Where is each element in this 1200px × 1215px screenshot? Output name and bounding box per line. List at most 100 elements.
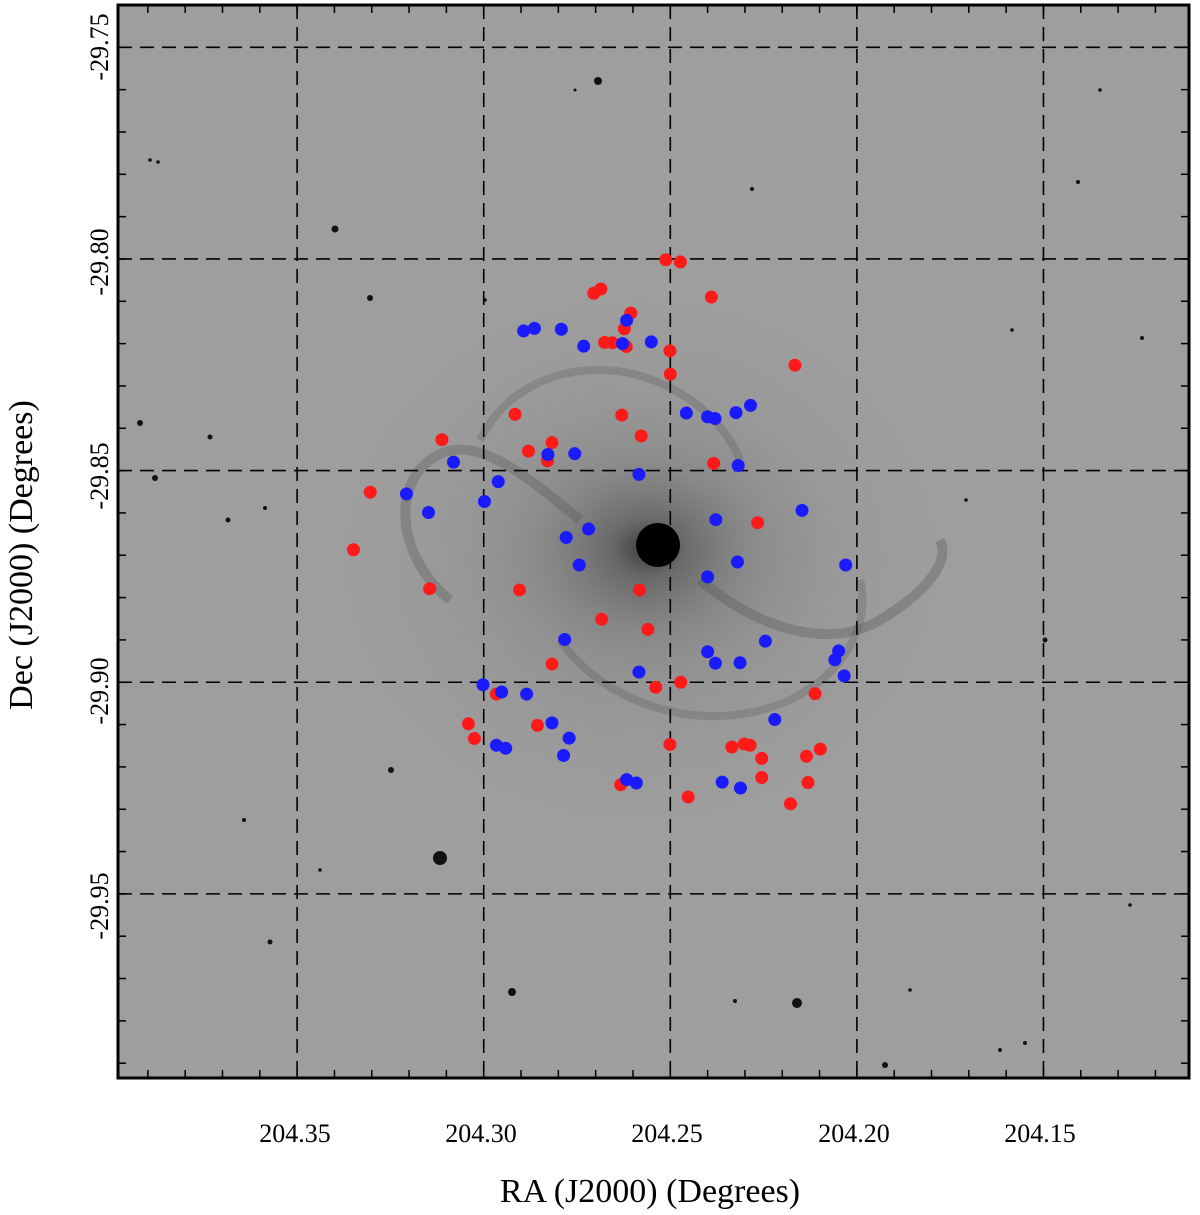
blue-point-5 bbox=[645, 335, 658, 348]
red-point-36 bbox=[531, 719, 544, 732]
y-tick-label-2: -29.80 bbox=[85, 228, 114, 295]
y-tick-label-5: -29.95 bbox=[85, 872, 114, 939]
red-point-18 bbox=[545, 436, 558, 449]
blue-point-25 bbox=[560, 531, 573, 544]
red-point-21 bbox=[707, 457, 720, 470]
blue-point-3 bbox=[528, 322, 541, 335]
blue-point-21 bbox=[422, 506, 435, 519]
red-point-15 bbox=[615, 409, 628, 422]
blue-point-30 bbox=[558, 633, 571, 646]
red-point-41 bbox=[744, 739, 757, 752]
red-point-37 bbox=[468, 732, 481, 745]
blue-point-42 bbox=[545, 716, 558, 729]
red-point-31 bbox=[674, 676, 687, 689]
blue-point-15 bbox=[447, 456, 460, 469]
blue-point-23 bbox=[709, 513, 722, 526]
blue-point-39 bbox=[476, 678, 489, 691]
blue-point-19 bbox=[400, 487, 413, 500]
x-tick-label-4: 204.20 bbox=[818, 1119, 890, 1148]
red-point-34 bbox=[809, 687, 822, 700]
blue-point-8 bbox=[680, 407, 693, 420]
blue-point-18 bbox=[492, 475, 505, 488]
blue-point-7 bbox=[577, 340, 590, 353]
red-point-42 bbox=[814, 743, 827, 756]
blue-point-45 bbox=[499, 742, 512, 755]
red-point-23 bbox=[751, 516, 764, 529]
red-point-49 bbox=[784, 797, 797, 810]
blue-point-49 bbox=[630, 776, 643, 789]
y-axis-title: Dec (J2000) (Degrees) bbox=[3, 400, 40, 710]
red-point-17 bbox=[435, 433, 448, 446]
blue-point-46 bbox=[557, 749, 570, 762]
blue-point-41 bbox=[520, 688, 533, 701]
blue-point-38 bbox=[838, 669, 851, 682]
blue-point-32 bbox=[701, 645, 714, 658]
y-tick-label-1: -29.75 bbox=[85, 13, 114, 80]
red-point-12 bbox=[788, 359, 801, 372]
red-point-16 bbox=[635, 429, 648, 442]
red-point-24 bbox=[347, 543, 360, 556]
red-point-1 bbox=[659, 253, 672, 266]
red-point-14 bbox=[509, 408, 522, 421]
blue-point-10 bbox=[709, 412, 722, 425]
x-tick-label-1: 204.35 bbox=[259, 1119, 331, 1148]
blue-point-50 bbox=[716, 776, 729, 789]
red-point-22 bbox=[364, 486, 377, 499]
red-point-45 bbox=[755, 771, 768, 784]
blue-point-36 bbox=[734, 656, 747, 669]
x-tick-label-3: 204.25 bbox=[631, 1119, 703, 1148]
blue-point-26 bbox=[731, 556, 744, 569]
blue-point-34 bbox=[828, 653, 841, 666]
blue-point-14 bbox=[568, 447, 581, 460]
galaxy-image bbox=[300, 260, 980, 860]
blue-point-29 bbox=[701, 570, 714, 583]
x-tick-label-5: 204.15 bbox=[1004, 1119, 1076, 1148]
red-point-30 bbox=[545, 658, 558, 671]
blue-point-12 bbox=[744, 399, 757, 412]
blue-point-24 bbox=[582, 523, 595, 536]
blue-point-27 bbox=[573, 558, 586, 571]
red-point-27 bbox=[633, 583, 646, 596]
blue-point-37 bbox=[632, 666, 645, 679]
red-point-11 bbox=[663, 344, 676, 357]
blue-point-6 bbox=[616, 337, 629, 350]
blue-point-4 bbox=[555, 323, 568, 336]
blue-point-31 bbox=[759, 635, 772, 648]
blue-point-47 bbox=[768, 713, 781, 726]
red-point-29 bbox=[641, 623, 654, 636]
red-point-25 bbox=[423, 582, 436, 595]
red-point-5 bbox=[705, 291, 718, 304]
red-point-32 bbox=[649, 681, 662, 694]
blue-point-51 bbox=[734, 782, 747, 795]
blue-point-43 bbox=[563, 732, 576, 745]
red-point-44 bbox=[755, 752, 768, 765]
red-point-13 bbox=[664, 368, 677, 381]
red-point-28 bbox=[595, 613, 608, 626]
y-tick-label-3: -29.85 bbox=[85, 442, 114, 509]
red-point-26 bbox=[513, 583, 526, 596]
blue-point-17 bbox=[632, 468, 645, 481]
blue-point-1 bbox=[620, 314, 633, 327]
red-point-2 bbox=[674, 255, 687, 268]
blue-point-22 bbox=[796, 504, 809, 517]
x-axis-title: RA (J2000) (Degrees) bbox=[500, 1173, 800, 1210]
red-point-43 bbox=[800, 750, 813, 763]
red-point-46 bbox=[801, 776, 814, 789]
blue-point-13 bbox=[541, 448, 554, 461]
red-point-38 bbox=[663, 738, 676, 751]
blue-point-20 bbox=[478, 495, 491, 508]
blue-point-35 bbox=[709, 657, 722, 670]
y-tick-label-4: -29.90 bbox=[85, 657, 114, 724]
blue-point-40 bbox=[495, 685, 508, 698]
blue-point-11 bbox=[729, 406, 742, 419]
red-point-19 bbox=[522, 445, 535, 458]
x-tick-label-2: 204.30 bbox=[445, 1119, 517, 1148]
red-point-40 bbox=[725, 740, 738, 753]
blue-point-16 bbox=[732, 459, 745, 472]
blue-point-28 bbox=[839, 558, 852, 571]
red-point-48 bbox=[682, 790, 695, 803]
red-point-35 bbox=[462, 717, 475, 730]
blue-point-2 bbox=[517, 324, 530, 337]
red-point-4 bbox=[594, 283, 607, 296]
